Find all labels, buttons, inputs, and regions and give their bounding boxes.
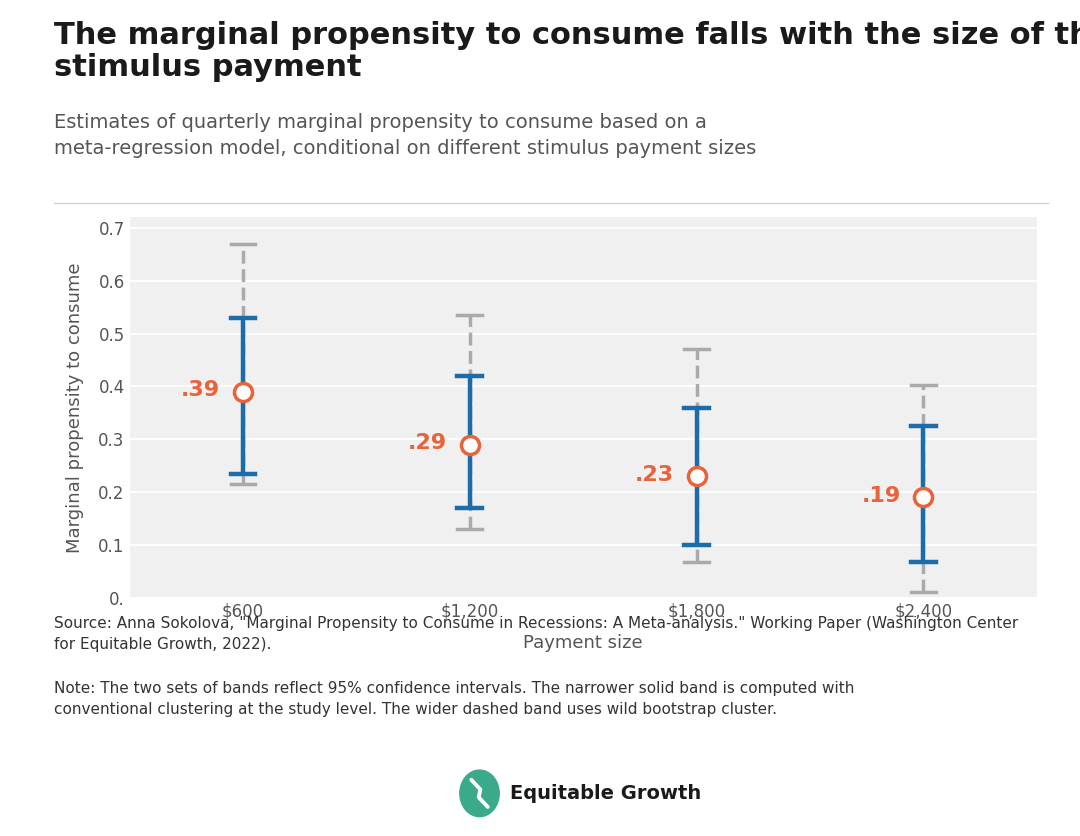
- Text: Estimates of quarterly marginal propensity to consume based on a
meta-regression: Estimates of quarterly marginal propensi…: [54, 113, 756, 158]
- Text: Note: The two sets of bands reflect 95% confidence intervals. The narrower solid: Note: The two sets of bands reflect 95% …: [54, 681, 854, 716]
- Text: .29: .29: [408, 433, 447, 453]
- Y-axis label: Marginal propensity to consume: Marginal propensity to consume: [67, 263, 84, 553]
- Text: The marginal propensity to consume falls with the size of the
stimulus payment: The marginal propensity to consume falls…: [54, 21, 1080, 83]
- Text: Source: Anna Sokolova, "Marginal Propensity to Consume in Recessions: A Meta-ana: Source: Anna Sokolova, "Marginal Propens…: [54, 616, 1018, 651]
- Text: Equitable Growth: Equitable Growth: [510, 784, 701, 803]
- X-axis label: Payment size: Payment size: [524, 635, 643, 652]
- Text: .19: .19: [862, 486, 901, 506]
- Text: .39: .39: [181, 380, 220, 400]
- Circle shape: [460, 770, 499, 817]
- Text: .23: .23: [635, 465, 674, 485]
